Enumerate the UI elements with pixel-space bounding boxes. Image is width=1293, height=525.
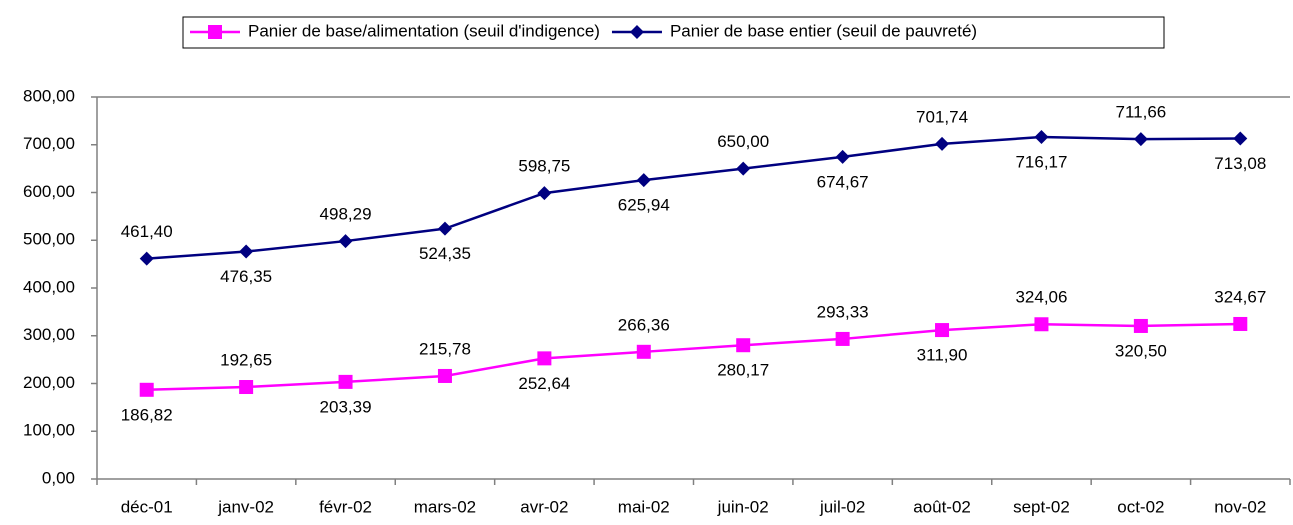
point-marker <box>1133 132 1148 147</box>
x-tick-label: déc-01 <box>121 497 173 516</box>
data-label: 192,65 <box>220 350 272 369</box>
point-marker <box>139 382 154 397</box>
data-label: 280,17 <box>717 361 769 380</box>
x-tick-label: sept-02 <box>1013 497 1070 516</box>
point-marker <box>736 161 751 176</box>
data-label: 716,17 <box>1015 153 1067 172</box>
data-label: 524,35 <box>419 244 471 263</box>
point-marker <box>1233 316 1248 331</box>
legend-label: Panier de base entier (seuil de pauvreté… <box>670 21 977 40</box>
legend-label: Panier de base/alimentation (seuil d'ind… <box>248 21 600 40</box>
x-tick-label: mars-02 <box>414 497 476 516</box>
point-marker <box>437 221 452 236</box>
point-marker <box>338 234 353 249</box>
point-marker <box>935 323 950 338</box>
series-line <box>146 135 1241 260</box>
y-tick-label: 600,00 <box>23 182 75 201</box>
data-label: 320,50 <box>1115 341 1167 360</box>
y-tick-label: 700,00 <box>23 134 75 153</box>
data-label: 650,00 <box>717 132 769 151</box>
x-tick-label: mai-02 <box>618 497 670 516</box>
data-label: 324,67 <box>1214 287 1266 306</box>
legend-box <box>182 16 1165 49</box>
point-marker <box>537 186 552 201</box>
data-label: 186,82 <box>121 405 173 424</box>
data-label: 324,06 <box>1015 288 1067 307</box>
x-tick-label: août-02 <box>913 497 971 516</box>
x-tick-label: févr-02 <box>319 497 372 516</box>
point-marker <box>736 338 751 353</box>
point-marker <box>338 374 353 389</box>
data-label: 215,78 <box>419 339 471 358</box>
point-marker <box>1034 130 1049 145</box>
point-marker <box>835 149 850 164</box>
y-tick-label: 500,00 <box>23 230 75 249</box>
point-marker <box>629 25 644 39</box>
data-label: 711,66 <box>1116 103 1167 122</box>
data-label: 252,64 <box>518 374 570 393</box>
x-tick-label: avr-02 <box>520 497 568 516</box>
point-marker <box>636 344 651 359</box>
point-marker <box>239 244 254 259</box>
point-marker <box>636 173 651 188</box>
series-line <box>146 322 1241 392</box>
point-marker <box>139 251 154 266</box>
point-marker <box>1233 131 1248 146</box>
point-marker <box>208 25 222 39</box>
x-tick-label: oct-02 <box>1117 497 1164 516</box>
y-tick-label: 400,00 <box>23 277 75 296</box>
data-label: 498,29 <box>320 205 372 224</box>
point-marker <box>537 351 552 366</box>
data-label: 598,75 <box>518 157 570 176</box>
x-tick-label: juil-02 <box>819 497 865 516</box>
y-tick-label: 800,00 <box>23 86 75 105</box>
data-label: 701,74 <box>916 107 968 126</box>
x-tick-label: janv-02 <box>217 497 274 516</box>
data-label: 293,33 <box>817 302 869 321</box>
point-marker <box>239 380 254 395</box>
data-label: 266,36 <box>618 315 670 334</box>
point-marker <box>835 331 850 346</box>
data-label: 476,35 <box>220 267 272 286</box>
x-tick-label: nov-02 <box>1214 497 1266 516</box>
y-tick-label: 0,00 <box>42 468 75 487</box>
point-marker <box>1034 317 1049 332</box>
data-label: 674,67 <box>817 172 869 191</box>
y-tick-label: 300,00 <box>23 325 75 344</box>
data-label: 311,90 <box>917 346 968 365</box>
point-marker <box>1133 318 1148 333</box>
y-tick-label: 100,00 <box>23 421 75 440</box>
data-label: 713,08 <box>1214 154 1266 173</box>
y-tick-label: 200,00 <box>23 373 75 392</box>
x-tick-label: juin-02 <box>717 497 769 516</box>
data-label: 461,40 <box>121 222 173 241</box>
data-label: 203,39 <box>320 397 372 416</box>
point-marker <box>437 368 452 383</box>
point-marker <box>935 136 950 151</box>
data-label: 625,94 <box>618 196 670 215</box>
